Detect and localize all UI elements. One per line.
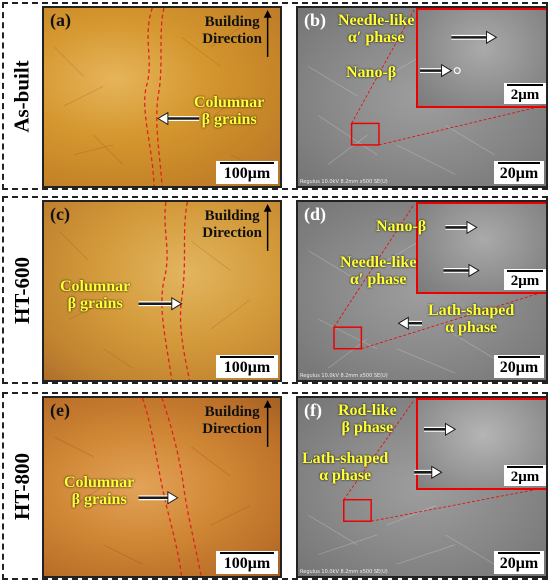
row-as-built: As-built (a) Building Direction Columnar <box>0 0 550 192</box>
scale-bar-a: 100μm <box>216 161 278 184</box>
sem-micrograph-d: 2μm (d) Nano-β Needle-like α′ phase Lath… <box>296 200 548 382</box>
om-micrograph-c: (c) Building Direction Columnar β grains… <box>42 200 282 382</box>
lath-shaped-label: Lath-shaped α phase <box>302 450 389 484</box>
inset-scale-b: 2μm <box>504 83 546 104</box>
row-label: HT-800 <box>9 452 34 520</box>
panel-label-a: (a) <box>50 10 71 30</box>
needle-texture <box>308 46 495 175</box>
panel-label-e: (e) <box>50 400 70 420</box>
sem-micrograph-f: 2μm (f) Rod-like β phase Lath-shaped α p… <box>296 396 548 578</box>
row-label: HT-600 <box>9 256 34 324</box>
panel-label-d: (d) <box>304 204 326 224</box>
needle-like-label: Needle-like α′ phase <box>338 12 415 46</box>
nano-beta-label: Nano-β <box>346 64 397 81</box>
sem-micrograph-b: 2μm (b) Needle-like α′ phase Nano-β 20μm… <box>296 6 548 188</box>
sem-footer: Regulus 10.0kV 8.2mm x500 SE(U) <box>300 373 388 379</box>
rod-texture <box>308 505 495 565</box>
nano-beta-label: Nano-β <box>376 218 427 235</box>
inset-callout-b <box>350 9 544 146</box>
columnar-grain-label: Columnar β grains <box>194 94 265 128</box>
building-direction-label: Building Direction <box>202 14 262 47</box>
panel-label-f: (f) <box>304 400 322 420</box>
grain-texture <box>59 231 270 374</box>
grain-boundary-overlay <box>138 398 272 576</box>
building-direction-label: Building Direction <box>202 404 262 437</box>
inset-callout-f <box>343 399 544 522</box>
inset-zoom-d: 2μm <box>416 202 546 294</box>
row-label: As-built <box>9 59 34 133</box>
inset-zoom-b: 2μm <box>416 8 546 108</box>
sem-footer: Regulus 10.0kV 8.2mm x500 SE(U) <box>300 179 388 185</box>
inset-callout-d <box>333 203 544 350</box>
scale-bar-f: 20μm <box>494 551 544 574</box>
scale-bar-b: 20μm <box>494 161 544 184</box>
needle-like-label: Needle-like α′ phase <box>340 254 417 288</box>
inset-scale-d: 2μm <box>504 269 546 290</box>
inset-zoom-f: 2μm <box>416 398 546 490</box>
grain-texture <box>54 27 270 175</box>
columnar-grain-label: Columnar β grains <box>60 278 131 312</box>
row-ht-600: HT-600 (c) Building Direction Columnar β… <box>0 194 550 386</box>
rod-like-label: Rod-like β phase <box>338 402 397 436</box>
om-micrograph-a: (a) Building Direction Columnar β grains… <box>42 6 282 188</box>
scale-bar-e: 100μm <box>216 551 278 574</box>
grain-boundary-overlay <box>138 202 272 380</box>
row-ht-800: HT-800 (e) Building Direction Columnar β… <box>0 390 550 582</box>
sem-footer: Regulus 10.0kV 8.2mm x500 SE(U) <box>300 569 388 575</box>
scale-bar-c: 100μm <box>216 355 278 378</box>
building-direction-label: Building Direction <box>202 208 262 241</box>
grain-texture <box>54 436 270 570</box>
panel-label-b: (b) <box>304 10 326 30</box>
panel-label-c: (c) <box>50 204 70 224</box>
om-micrograph-e: (e) Building Direction Columnar β grains… <box>42 396 282 578</box>
columnar-grain-label: Columnar β grains <box>64 474 135 508</box>
grain-boundary-overlay <box>144 8 272 186</box>
scale-bar-d: 20μm <box>494 355 544 378</box>
inset-scale-f: 2μm <box>504 465 546 486</box>
lath-shaped-label: Lath-shaped α phase <box>428 302 515 336</box>
